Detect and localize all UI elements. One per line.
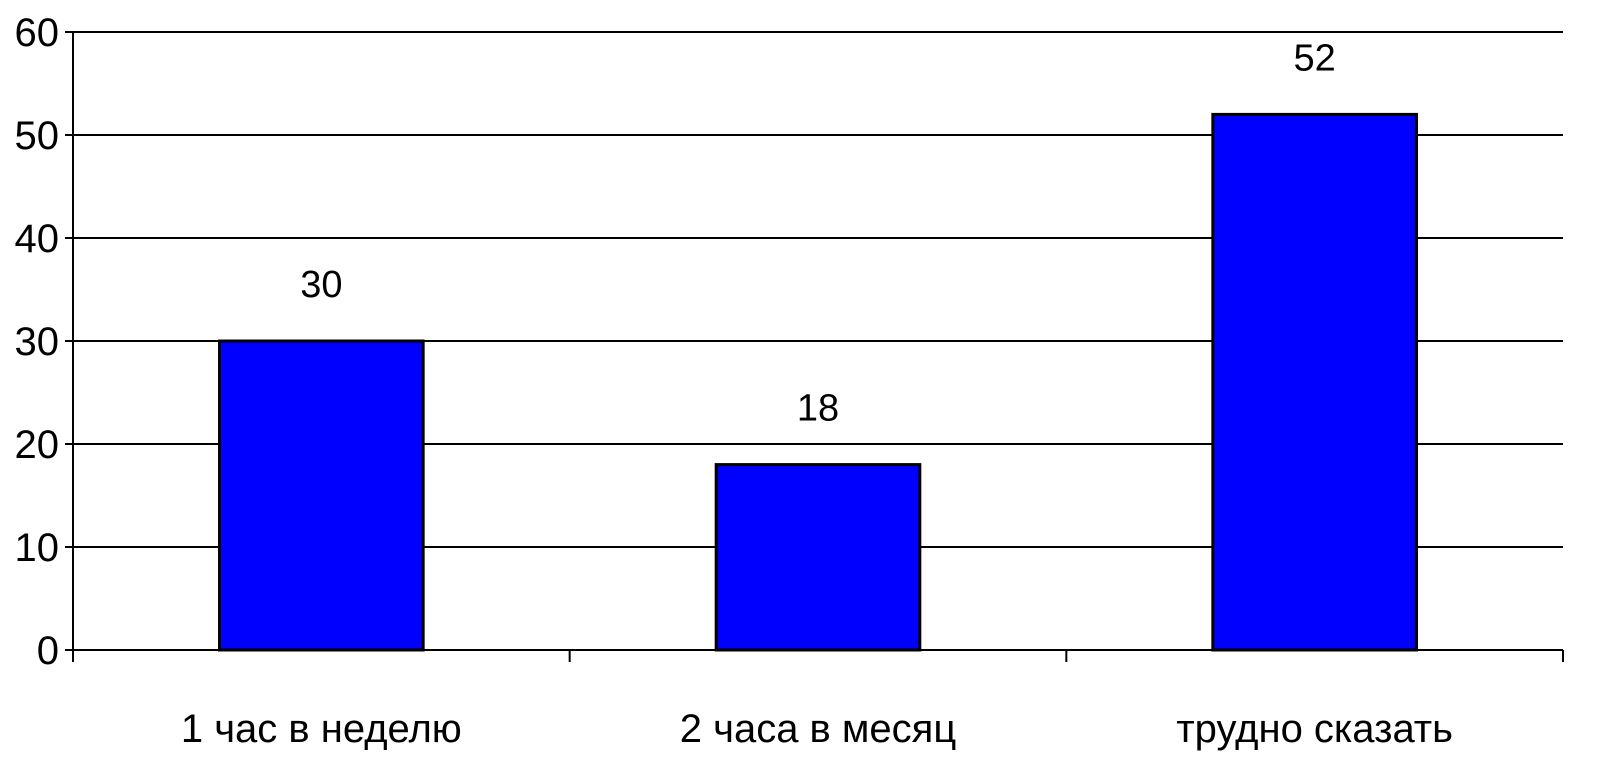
y-tick-label: 20: [15, 423, 60, 467]
bar: [1211, 112, 1418, 652]
x-category-label: трудно сказать: [1176, 707, 1453, 751]
x-category-label: 1 час в неделю: [181, 707, 462, 751]
labels: 0 10 20 30 40 50 60 30 1 час в неделю 18 2 часа в …: [15, 11, 1453, 751]
y-tick-label: 0: [37, 629, 59, 673]
bars: [218, 112, 1418, 652]
bar: [218, 339, 425, 652]
y-tick-label: 50: [15, 114, 60, 158]
x-category-label: 2 часа в месяц: [680, 707, 956, 751]
bar: [714, 463, 922, 652]
y-tick-label: 60: [15, 11, 60, 55]
y-tick-label: 40: [15, 217, 60, 261]
y-tick-label: 10: [15, 526, 60, 570]
data-label: 52: [1294, 37, 1336, 79]
y-tick-label: 30: [15, 320, 60, 364]
data-label: 18: [797, 388, 839, 430]
data-label: 30: [300, 264, 342, 306]
